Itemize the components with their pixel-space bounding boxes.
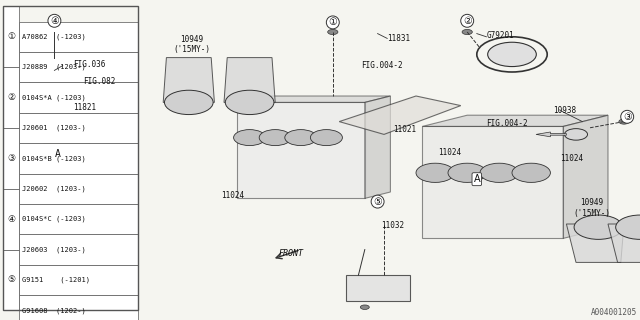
FancyArrow shape bbox=[536, 132, 566, 137]
Polygon shape bbox=[563, 115, 608, 238]
Bar bbox=[3, 189, 19, 250]
Text: G79201: G79201 bbox=[486, 31, 514, 40]
Circle shape bbox=[164, 90, 213, 115]
Polygon shape bbox=[26, 64, 109, 122]
Text: ②: ② bbox=[463, 16, 472, 26]
Bar bbox=[19, 265, 138, 295]
Bar bbox=[3, 128, 19, 189]
Text: 0104S*B (-1203): 0104S*B (-1203) bbox=[22, 155, 86, 162]
Polygon shape bbox=[339, 96, 461, 134]
Text: 10938: 10938 bbox=[554, 106, 577, 115]
Bar bbox=[19, 143, 138, 173]
Text: ⑤: ⑤ bbox=[373, 196, 382, 207]
Text: G9151    (-1201): G9151 (-1201) bbox=[22, 277, 90, 283]
Text: 11021: 11021 bbox=[394, 125, 417, 134]
Bar bbox=[19, 235, 138, 265]
Bar bbox=[19, 295, 138, 320]
Bar bbox=[19, 52, 138, 83]
Polygon shape bbox=[26, 122, 96, 144]
Polygon shape bbox=[422, 126, 563, 238]
Text: A70862  (-1203): A70862 (-1203) bbox=[22, 34, 86, 40]
Bar bbox=[3, 250, 19, 310]
Bar bbox=[346, 275, 410, 301]
Circle shape bbox=[574, 215, 623, 239]
Text: 11032: 11032 bbox=[381, 221, 404, 230]
Circle shape bbox=[225, 90, 274, 115]
Text: FIG.082: FIG.082 bbox=[83, 77, 116, 86]
Text: 0104S*A (-1203): 0104S*A (-1203) bbox=[22, 94, 86, 101]
Text: 11831: 11831 bbox=[387, 34, 410, 43]
Circle shape bbox=[234, 130, 266, 146]
Circle shape bbox=[373, 199, 382, 204]
Text: 11024: 11024 bbox=[560, 154, 583, 163]
Text: ①: ① bbox=[7, 32, 15, 41]
Bar bbox=[19, 173, 138, 204]
Bar bbox=[3, 6, 19, 67]
Text: J20603  (1203-): J20603 (1203-) bbox=[22, 246, 86, 253]
Circle shape bbox=[619, 119, 629, 124]
Text: 11024: 11024 bbox=[221, 191, 244, 200]
Circle shape bbox=[616, 215, 640, 239]
Text: ⑤: ⑤ bbox=[7, 276, 15, 284]
Text: ③: ③ bbox=[7, 154, 15, 163]
Text: 10949
('15MY-): 10949 ('15MY-) bbox=[173, 35, 211, 54]
Text: FIG.036: FIG.036 bbox=[74, 60, 106, 68]
Circle shape bbox=[512, 163, 550, 182]
Polygon shape bbox=[224, 58, 275, 102]
Polygon shape bbox=[163, 58, 214, 102]
Text: FRONT: FRONT bbox=[278, 249, 303, 258]
Bar bbox=[19, 204, 138, 234]
Circle shape bbox=[564, 129, 588, 140]
Text: FIG.004-2: FIG.004-2 bbox=[362, 61, 403, 70]
Circle shape bbox=[328, 29, 338, 35]
Circle shape bbox=[488, 42, 536, 67]
Text: 0104S*C (-1203): 0104S*C (-1203) bbox=[22, 216, 86, 222]
Bar bbox=[19, 83, 138, 113]
Circle shape bbox=[448, 163, 486, 182]
Polygon shape bbox=[608, 224, 640, 262]
Polygon shape bbox=[566, 224, 624, 262]
Bar bbox=[3, 67, 19, 128]
Polygon shape bbox=[365, 96, 390, 198]
Bar bbox=[19, 22, 138, 52]
Text: ④: ④ bbox=[7, 215, 15, 224]
Circle shape bbox=[480, 163, 518, 182]
Text: ③: ③ bbox=[623, 112, 632, 122]
Polygon shape bbox=[237, 102, 365, 198]
Circle shape bbox=[259, 130, 291, 146]
Text: A: A bbox=[54, 148, 61, 159]
Text: ②: ② bbox=[7, 93, 15, 102]
Text: 10949
('15MY-): 10949 ('15MY-) bbox=[573, 198, 611, 218]
Circle shape bbox=[416, 163, 454, 182]
Bar bbox=[3, 6, 138, 310]
Text: ①: ① bbox=[328, 17, 337, 28]
Text: FIG.004-2: FIG.004-2 bbox=[486, 119, 528, 128]
Circle shape bbox=[285, 130, 317, 146]
Circle shape bbox=[360, 305, 369, 309]
Circle shape bbox=[462, 29, 472, 35]
Text: A004001205: A004001205 bbox=[591, 308, 637, 317]
Polygon shape bbox=[422, 115, 608, 126]
Text: J20601  (1203-): J20601 (1203-) bbox=[22, 125, 86, 131]
Circle shape bbox=[50, 28, 59, 33]
Text: 11821: 11821 bbox=[74, 103, 97, 112]
Text: ④: ④ bbox=[50, 16, 59, 26]
Text: G91608  (1202-): G91608 (1202-) bbox=[22, 307, 86, 314]
Bar bbox=[19, 113, 138, 143]
Text: J20602  (1203-): J20602 (1203-) bbox=[22, 186, 86, 192]
Text: 11024: 11024 bbox=[438, 148, 461, 156]
Text: A: A bbox=[474, 174, 480, 184]
Polygon shape bbox=[237, 96, 390, 102]
Bar bbox=[35, 147, 80, 160]
Text: J20889  (1203-): J20889 (1203-) bbox=[22, 64, 86, 70]
Circle shape bbox=[310, 130, 342, 146]
